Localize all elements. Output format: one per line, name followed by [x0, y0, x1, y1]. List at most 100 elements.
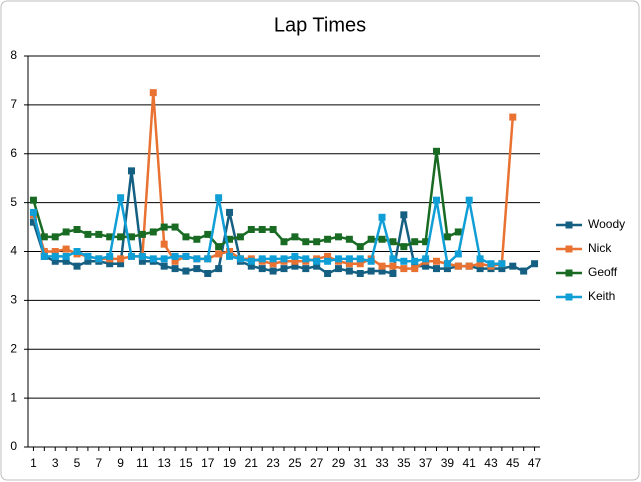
marker — [291, 262, 299, 270]
marker — [106, 252, 114, 260]
x-tick-label: 13 — [157, 456, 171, 470]
chart-title: Lap Times — [274, 14, 366, 36]
marker — [422, 262, 430, 270]
marker — [443, 260, 451, 268]
marker — [367, 235, 375, 243]
marker — [117, 255, 125, 263]
x-tick-label: 41 — [463, 456, 477, 470]
x-tick-label: 21 — [245, 456, 259, 470]
marker — [324, 269, 332, 277]
marker — [182, 267, 190, 275]
marker — [324, 235, 332, 243]
marker — [454, 228, 462, 236]
marker — [291, 233, 299, 241]
marker — [117, 194, 125, 202]
x-tick-label: 43 — [484, 456, 498, 470]
y-tick-label: 1 — [10, 390, 17, 404]
marker — [84, 230, 92, 238]
marker — [171, 223, 179, 231]
x-tick-label: 45 — [506, 456, 520, 470]
marker — [280, 255, 288, 263]
marker — [356, 255, 364, 263]
marker — [498, 265, 506, 273]
marker — [302, 255, 310, 263]
marker — [29, 208, 37, 216]
marker — [269, 226, 277, 234]
x-tick-label: 19 — [223, 456, 237, 470]
x-tick-label: 31 — [354, 456, 368, 470]
x-tick-label: 23 — [266, 456, 280, 470]
marker — [378, 267, 386, 275]
marker — [433, 147, 441, 155]
x-tick-label: 11 — [136, 456, 149, 470]
x-tick-label: 3 — [52, 456, 59, 470]
marker — [324, 257, 332, 265]
marker — [62, 257, 70, 265]
marker — [73, 262, 81, 270]
marker — [160, 240, 168, 248]
marker — [291, 252, 299, 260]
y-tick-label: 3 — [10, 293, 17, 307]
legend-label: Woody — [588, 217, 625, 231]
marker — [422, 238, 430, 246]
marker — [302, 238, 310, 246]
marker — [476, 265, 484, 273]
marker — [171, 265, 179, 273]
marker — [215, 250, 223, 258]
marker — [313, 262, 321, 270]
marker — [324, 252, 332, 260]
marker — [106, 260, 114, 268]
marker — [258, 255, 266, 263]
y-tick-label: 4 — [10, 244, 17, 258]
marker — [51, 257, 59, 265]
marker — [389, 269, 397, 277]
x-tick-label: 1 — [30, 456, 37, 470]
marker — [138, 257, 146, 265]
marker — [378, 235, 386, 243]
marker — [356, 269, 364, 277]
marker — [193, 255, 201, 263]
marker — [117, 260, 125, 268]
marker — [182, 252, 190, 260]
marker — [433, 265, 441, 273]
x-tick-label: 15 — [179, 456, 193, 470]
marker — [334, 233, 342, 241]
marker — [127, 252, 135, 260]
x-tick-label: 29 — [332, 456, 346, 470]
x-tick-label: 37 — [419, 456, 433, 470]
marker — [106, 233, 114, 241]
marker — [258, 265, 266, 273]
marker — [215, 194, 223, 202]
marker — [269, 260, 277, 268]
marker — [247, 257, 255, 265]
marker — [138, 252, 146, 260]
legend-label: Geoff — [588, 265, 618, 279]
legend-marker — [565, 293, 573, 301]
marker — [226, 235, 234, 243]
x-tick-label: 33 — [375, 456, 389, 470]
x-tick-label: 25 — [288, 456, 302, 470]
marker — [62, 245, 70, 253]
marker — [345, 260, 353, 268]
marker — [334, 265, 342, 273]
marker — [51, 233, 59, 241]
marker — [411, 238, 419, 246]
legend-marker — [565, 245, 573, 253]
marker — [226, 252, 234, 260]
marker — [520, 267, 528, 275]
y-tick-label: 7 — [10, 97, 17, 111]
marker — [226, 208, 234, 216]
marker — [127, 233, 135, 241]
marker — [160, 223, 168, 231]
marker — [247, 262, 255, 270]
x-tick-label: 9 — [117, 456, 124, 470]
marker — [280, 238, 288, 246]
marker — [138, 230, 146, 238]
marker — [149, 228, 157, 236]
legend-marker — [565, 269, 573, 277]
marker — [465, 196, 473, 204]
marker — [40, 252, 48, 260]
y-tick-label: 0 — [10, 439, 17, 453]
x-tick-label: 7 — [95, 456, 102, 470]
